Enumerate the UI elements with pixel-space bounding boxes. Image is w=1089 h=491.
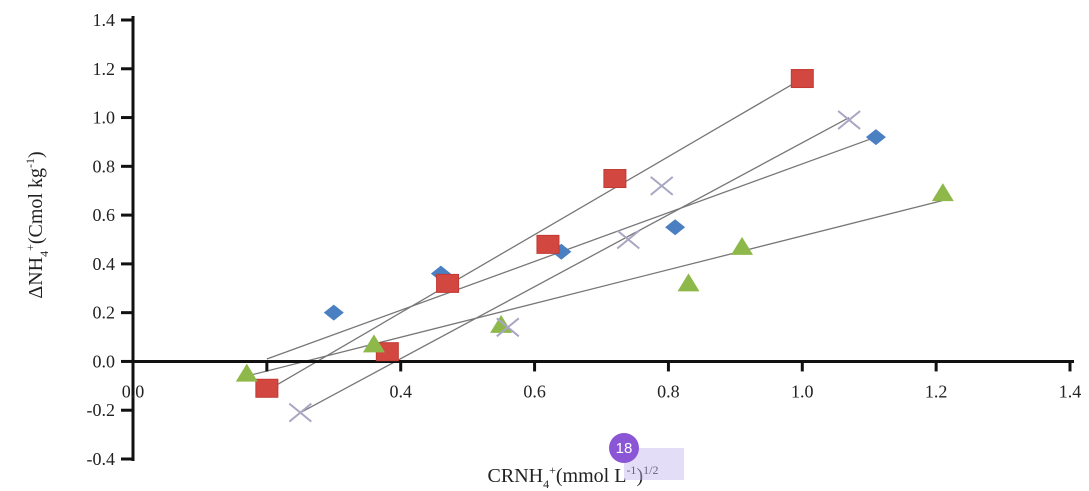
y-tick-label: 1.2 (93, 59, 116, 79)
x-tick-label: 0.8 (657, 381, 680, 401)
data-points (235, 69, 954, 423)
trendline-3 (246, 199, 943, 377)
trendline-1 (266, 136, 877, 360)
y-tick-label: 1.4 (93, 10, 116, 30)
data-point-triangle (931, 183, 954, 202)
data-point-x (650, 176, 674, 196)
data-point-square (436, 273, 460, 293)
data-point-square (255, 378, 279, 398)
marker-badge[interactable]: 18 (609, 433, 639, 463)
y-tick-label: 1.0 (93, 108, 116, 128)
trendline-2 (266, 77, 803, 392)
x-tick-label: 1.0 (791, 381, 814, 401)
y-tick-label: 0.4 (93, 254, 116, 274)
data-point-x (616, 229, 640, 250)
x-axis-title: CRNH4+(mmol L-1)1/2 (488, 463, 659, 491)
axes: -0.4-0.20.00.20.40.60.81.01.21.40.00.20.… (87, 10, 1082, 469)
x-tick-label: 0.6 (523, 381, 546, 401)
data-point-diamond (323, 304, 344, 321)
y-tick-label: 0.0 (93, 351, 116, 371)
data-point-triangle (731, 236, 754, 255)
trendline-4 (300, 116, 850, 414)
y-axis-title: ΔNH4+(Cmol kg-1) (23, 151, 51, 298)
data-point-triangle (677, 273, 700, 292)
data-point-x (496, 317, 520, 338)
x-tick-label: 0.4 (389, 381, 412, 401)
x-tick-label: 1.2 (925, 381, 948, 401)
data-point-square (603, 169, 627, 189)
data-point-square (536, 234, 560, 254)
data-point-triangle (235, 363, 258, 382)
y-tick-label: -0.4 (87, 449, 116, 469)
trendlines (246, 77, 943, 414)
data-point-x (837, 110, 861, 130)
data-point-diamond (665, 219, 686, 236)
data-point-triangle (490, 314, 513, 333)
y-tick-label: -0.2 (87, 400, 116, 420)
x-tick-label: 0.0 (122, 381, 145, 401)
data-point-diamond (865, 129, 886, 146)
data-point-x (288, 402, 312, 423)
y-tick-label: 0.2 (93, 303, 116, 323)
y-tick-label: 0.8 (93, 156, 116, 176)
data-point-triangle (362, 334, 385, 353)
data-point-square (790, 69, 814, 89)
x-tick-label: 1.4 (1059, 381, 1082, 401)
y-tick-label: 0.6 (93, 205, 116, 225)
